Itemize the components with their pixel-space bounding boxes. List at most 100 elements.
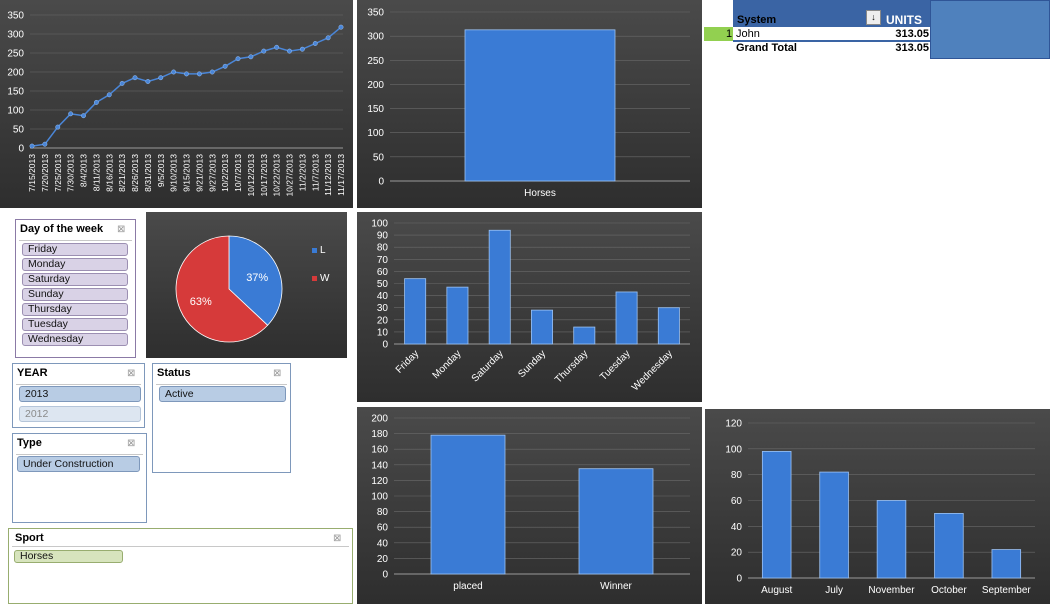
series-point	[93, 99, 99, 105]
x-tick-label: 8/4/2013	[79, 154, 89, 187]
y-tick-label: 60	[731, 496, 743, 507]
horses-bar-chart[interactable]: 0 50 100 150 200 250 300 350 Horses	[357, 0, 702, 208]
clear-filter-icon[interactable]: ⊠	[127, 438, 136, 449]
slicer-item-tuesday[interactable]: Tuesday	[22, 318, 128, 331]
pivot-row-index-label: 1	[726, 28, 733, 40]
slicer-status[interactable]: Status ⊠ Active	[152, 363, 291, 473]
x-tick-label: Saturday	[470, 348, 506, 384]
x-tick-label: Winner	[600, 581, 632, 592]
series-point	[184, 71, 189, 77]
series-point	[171, 69, 177, 75]
bar-winner	[578, 468, 654, 575]
slicer-item-under-construction[interactable]: Under Construction	[17, 456, 140, 472]
y-tick-label: 60	[377, 523, 389, 534]
slicer-sport[interactable]: Sport ⊠ Horses	[8, 528, 353, 604]
y-tick-label: 200	[367, 80, 384, 91]
series-point	[158, 75, 164, 81]
slicer-item-horses[interactable]: Horses	[14, 550, 123, 563]
x-tick-label: 11/2/2013	[297, 154, 307, 191]
y-tick-label: 40	[731, 522, 743, 533]
x-tick-label: 7/15/2013	[27, 154, 37, 192]
pie-slice-l	[228, 235, 283, 326]
slicer-day-of-week[interactable]: Day of the week ⊠ Friday Monday Saturday Su…	[15, 219, 136, 358]
x-tick-label: 7/30/2013	[66, 154, 76, 192]
x-tick-label: 9/5/2013	[156, 154, 166, 187]
slicer-item-friday[interactable]: Friday	[22, 243, 128, 256]
slicer-item-wednesday[interactable]: Wednesday	[22, 333, 128, 346]
y-tick-label: 90	[377, 231, 389, 242]
slicer-item-sunday[interactable]: Sunday	[22, 288, 128, 301]
x-tick-label: Tuesday	[598, 348, 633, 383]
series-point	[42, 141, 48, 147]
bar-horses	[464, 29, 616, 182]
series-point	[196, 71, 202, 77]
slicer-type[interactable]: Type ⊠ Under Construction	[12, 433, 147, 523]
x-tick-label: 10/12/2013	[246, 154, 256, 197]
pivot-row-john[interactable]: John	[736, 28, 760, 40]
series-point	[145, 79, 151, 84]
day-of-week-bar-chart[interactable]: 0 10 20 30 40 50 60 70 80 90 100 Friday Monday Saturd…	[357, 212, 702, 402]
selection-block	[930, 0, 1050, 59]
y-tick-label: 120	[371, 476, 388, 487]
slicer-title: Status	[157, 367, 191, 379]
y-tick-label: 80	[377, 507, 389, 518]
x-tick-label: 10/27/2013	[285, 154, 295, 197]
y-tick-label: 50	[377, 279, 389, 290]
pivot-row-index	[704, 27, 733, 41]
series-point	[119, 80, 125, 86]
y-tick-label: 180	[371, 429, 388, 440]
bar-november	[876, 500, 907, 579]
slicer-title: YEAR	[17, 367, 48, 379]
clear-filter-icon[interactable]: ⊠	[333, 533, 342, 544]
month-bar-chart[interactable]: 0 20 40 60 80 100 120 August July November October…	[705, 409, 1050, 604]
slicer-item-active[interactable]: Active	[159, 386, 286, 402]
pivot-total-value: 313.05	[895, 42, 929, 54]
series-point	[132, 75, 138, 81]
bar-sunday	[531, 309, 553, 345]
series-line	[31, 26, 342, 147]
slicer-item-thursday[interactable]: Thursday	[22, 303, 128, 316]
x-tick-label: 10/2/2013	[220, 154, 230, 192]
y-tick-label: 100	[367, 128, 384, 139]
slicer-title: Day of the week	[20, 223, 104, 235]
y-tick-label: 70	[377, 255, 389, 266]
x-tick-label: 11/12/2013	[323, 154, 333, 196]
series-point	[68, 111, 74, 117]
bar-august	[761, 451, 792, 579]
y-tick-label: 200	[7, 68, 24, 79]
pivot-header-units: UNITS	[886, 13, 922, 27]
y-tick-label: 100	[725, 444, 742, 455]
slicer-item-monday[interactable]: Monday	[22, 258, 128, 271]
x-tick-label: August	[761, 585, 792, 596]
status-bar-chart[interactable]: 0 20 40 60 80 100 120 140 160 180 200 placed Winner	[357, 407, 702, 604]
y-tick-label: 250	[367, 56, 384, 67]
clear-filter-icon[interactable]: ⊠	[273, 368, 282, 379]
pie-chart[interactable]: 37% 63% L W	[146, 212, 347, 358]
bar-tuesday	[615, 291, 638, 345]
x-tick-label: November	[868, 585, 915, 596]
x-tick-label: 8/26/2013	[130, 154, 140, 192]
clear-filter-icon[interactable]: ⊠	[117, 224, 126, 235]
y-tick-label: 100	[371, 492, 388, 503]
series-point	[287, 48, 292, 54]
bar-july	[819, 471, 849, 579]
series-point	[248, 54, 254, 60]
y-tick-label: 150	[367, 104, 384, 115]
series-point	[81, 113, 86, 119]
x-tick-label: 8/31/2013	[143, 154, 153, 192]
pie-data-label: 37%	[246, 272, 268, 284]
y-tick-label: 350	[367, 8, 384, 19]
line-chart[interactable]: 0 50 100 150 200 250 300 350 7/15/2013 7/20/2013 7…	[0, 0, 353, 208]
y-tick-label: 300	[7, 30, 24, 41]
slicer-item-2012[interactable]: 2012	[19, 406, 141, 422]
slicer-item-saturday[interactable]: Saturday	[22, 273, 128, 286]
bar-september	[991, 549, 1022, 579]
x-tick-label: Friday	[394, 348, 421, 375]
y-tick-label: 50	[13, 125, 25, 136]
pivot-filter-button[interactable]: ↓	[866, 10, 881, 25]
x-tick-label: 7/25/2013	[53, 154, 63, 192]
clear-filter-icon[interactable]: ⊠	[127, 368, 136, 379]
slicer-year[interactable]: YEAR ⊠ 2013 2012	[12, 363, 145, 428]
slicer-item-2013[interactable]: 2013	[19, 386, 141, 402]
y-tick-label: 40	[377, 291, 389, 302]
